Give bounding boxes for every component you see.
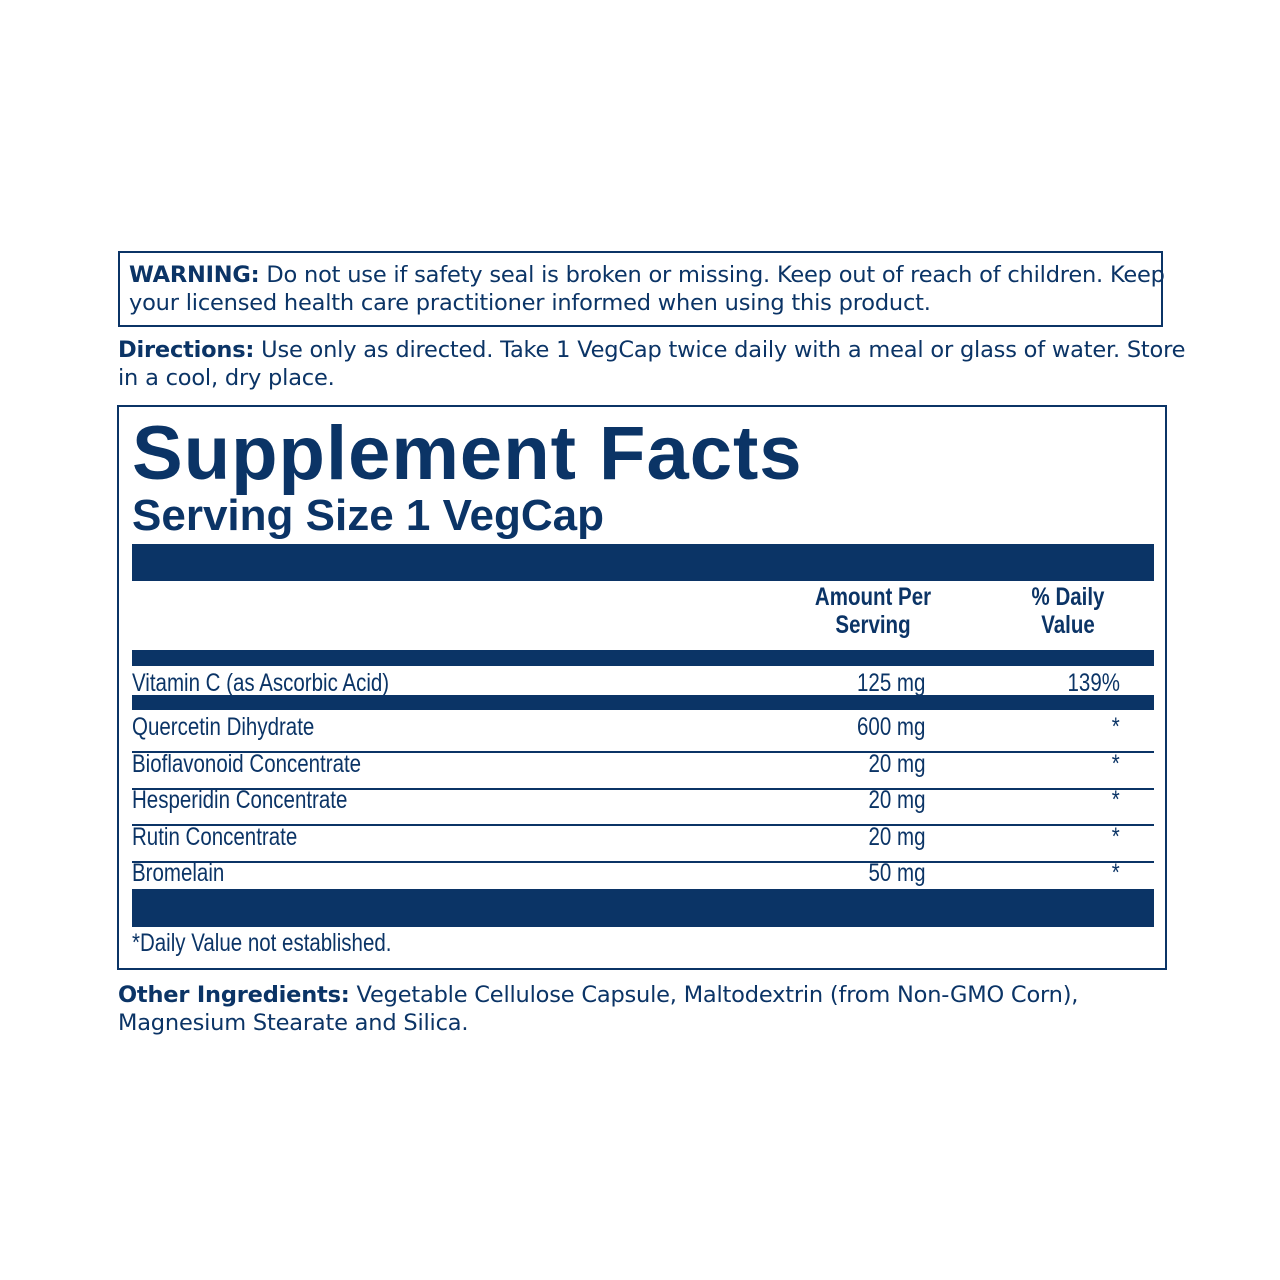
row-divider (132, 861, 1154, 863)
warning-line-1: Do not use if safety seal is broken or m… (259, 262, 1165, 288)
warning-line-2: your licensed health care practitioner i… (129, 290, 931, 316)
row-nutrient-name: Rutin Concentrate (132, 823, 298, 851)
medium-divider (132, 650, 1154, 666)
directions-line-2: in a cool, dry place. (118, 365, 335, 391)
directions-text: Directions: Use only as directed. Take 1… (118, 336, 1186, 392)
row-dv: * (1112, 750, 1120, 778)
row-amount: 600 mg (856, 713, 925, 741)
row-divider (132, 824, 1154, 826)
other-ingredients-line-2: Magnesium Stearate and Silica. (118, 1010, 469, 1036)
row-divider (132, 788, 1154, 790)
row-dv: * (1112, 786, 1120, 814)
other-ingredients-line-1: Vegetable Cellulose Capsule, Maltodextri… (349, 982, 1079, 1008)
header-dv-line-1: % Daily (1031, 583, 1105, 611)
warning-label: WARNING: (129, 262, 260, 288)
row-dv: * (1112, 823, 1120, 851)
serving-size: Serving Size 1 VegCap (132, 491, 604, 540)
thick-divider (132, 544, 1154, 581)
other-ingredients-label: Other Ingredients: (118, 982, 350, 1008)
footnote: *Daily Value not established. (132, 929, 392, 957)
row-nutrient-name: Bioflavonoid Concentrate (132, 750, 362, 778)
header-amount-per-serving: Amount Per Serving (791, 583, 955, 639)
row-divider (132, 751, 1154, 753)
facts-title: Supplement Facts (132, 411, 803, 496)
row-dv: * (1112, 859, 1120, 887)
header-amount-line-1: Amount Per (814, 583, 932, 611)
medium-divider (132, 695, 1154, 710)
row-nutrient-name: Vitamin C (as Ascorbic Acid) (132, 669, 390, 697)
row-dv: * (1112, 713, 1120, 741)
row-nutrient-name: Bromelain (132, 859, 225, 887)
row-amount: 20 mg (868, 823, 925, 851)
header-dv-line-2: Value (1041, 611, 1095, 639)
directions-line-1: Use only as directed. Take 1 VegCap twic… (254, 337, 1186, 363)
row-amount: 20 mg (868, 750, 925, 778)
row-amount: 50 mg (868, 859, 925, 887)
row-amount: 125 mg (856, 669, 925, 697)
other-ingredients-text: Other Ingredients: Vegetable Cellulose C… (118, 981, 1078, 1037)
row-dv: 139% (1067, 669, 1120, 697)
header-amount-line-2: Serving (835, 611, 911, 639)
warning-text: WARNING: Do not use if safety seal is br… (129, 261, 1165, 317)
warning-box: WARNING: Do not use if safety seal is br… (118, 251, 1165, 327)
row-amount: 20 mg (868, 786, 925, 814)
header-daily-value: % Daily Value (986, 583, 1150, 639)
supplement-facts-panel: Supplement Facts Serving Size 1 VegCap A… (117, 405, 1167, 970)
directions-label: Directions: (118, 337, 255, 363)
row-nutrient-name: Hesperidin Concentrate (132, 786, 348, 814)
thick-divider (132, 889, 1154, 927)
row-nutrient-name: Quercetin Dihydrate (132, 713, 315, 741)
